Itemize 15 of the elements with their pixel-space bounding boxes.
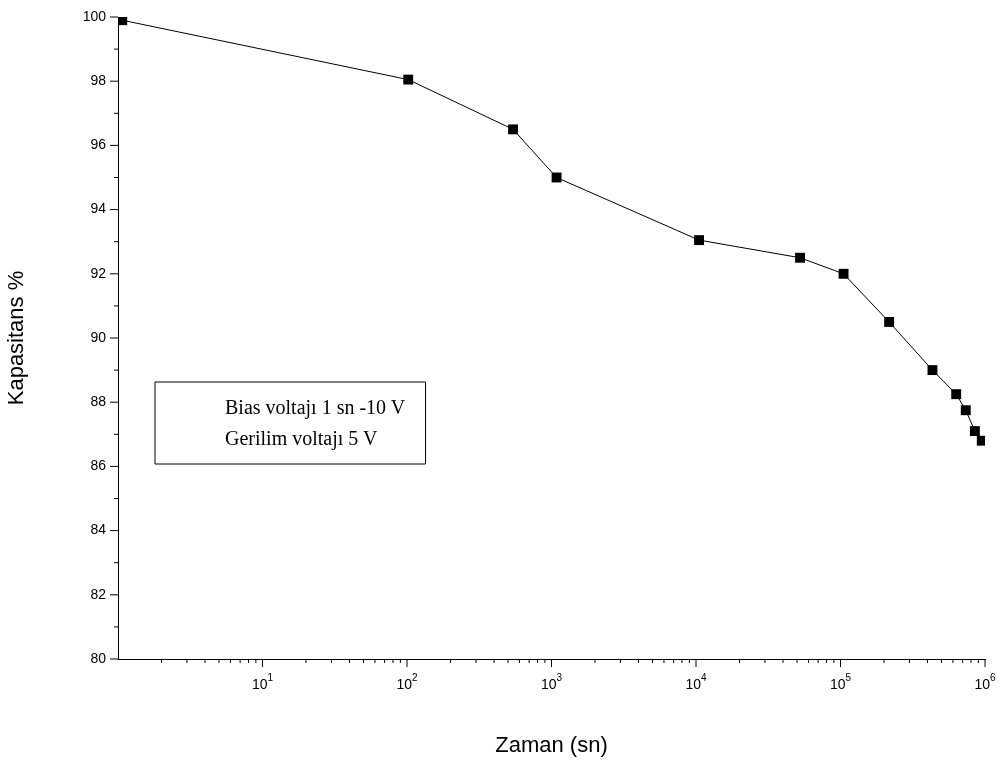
y-tick-label: 82: [90, 585, 107, 602]
annotation: Gerilim voltajı 5 V: [225, 427, 378, 451]
annotation: Bias voltajı 1 sn -10 V: [225, 396, 406, 420]
y-tick-label: 86: [90, 457, 107, 474]
y-tick-label: 96: [90, 136, 107, 153]
y-tick-label: 84: [90, 521, 107, 538]
y-tick-label: 98: [90, 72, 107, 89]
y-tick-label: 92: [90, 264, 107, 281]
y-tick-label: 94: [90, 200, 107, 217]
y-tick-label: 80: [90, 649, 107, 666]
y-tick-label: 100: [82, 7, 107, 24]
y-tick-label: 90: [90, 328, 107, 345]
x-axis-title: Zaman (sn): [495, 731, 608, 757]
y-axis-title: Kapasitans %: [3, 270, 29, 406]
y-tick-label: 88: [90, 393, 107, 410]
